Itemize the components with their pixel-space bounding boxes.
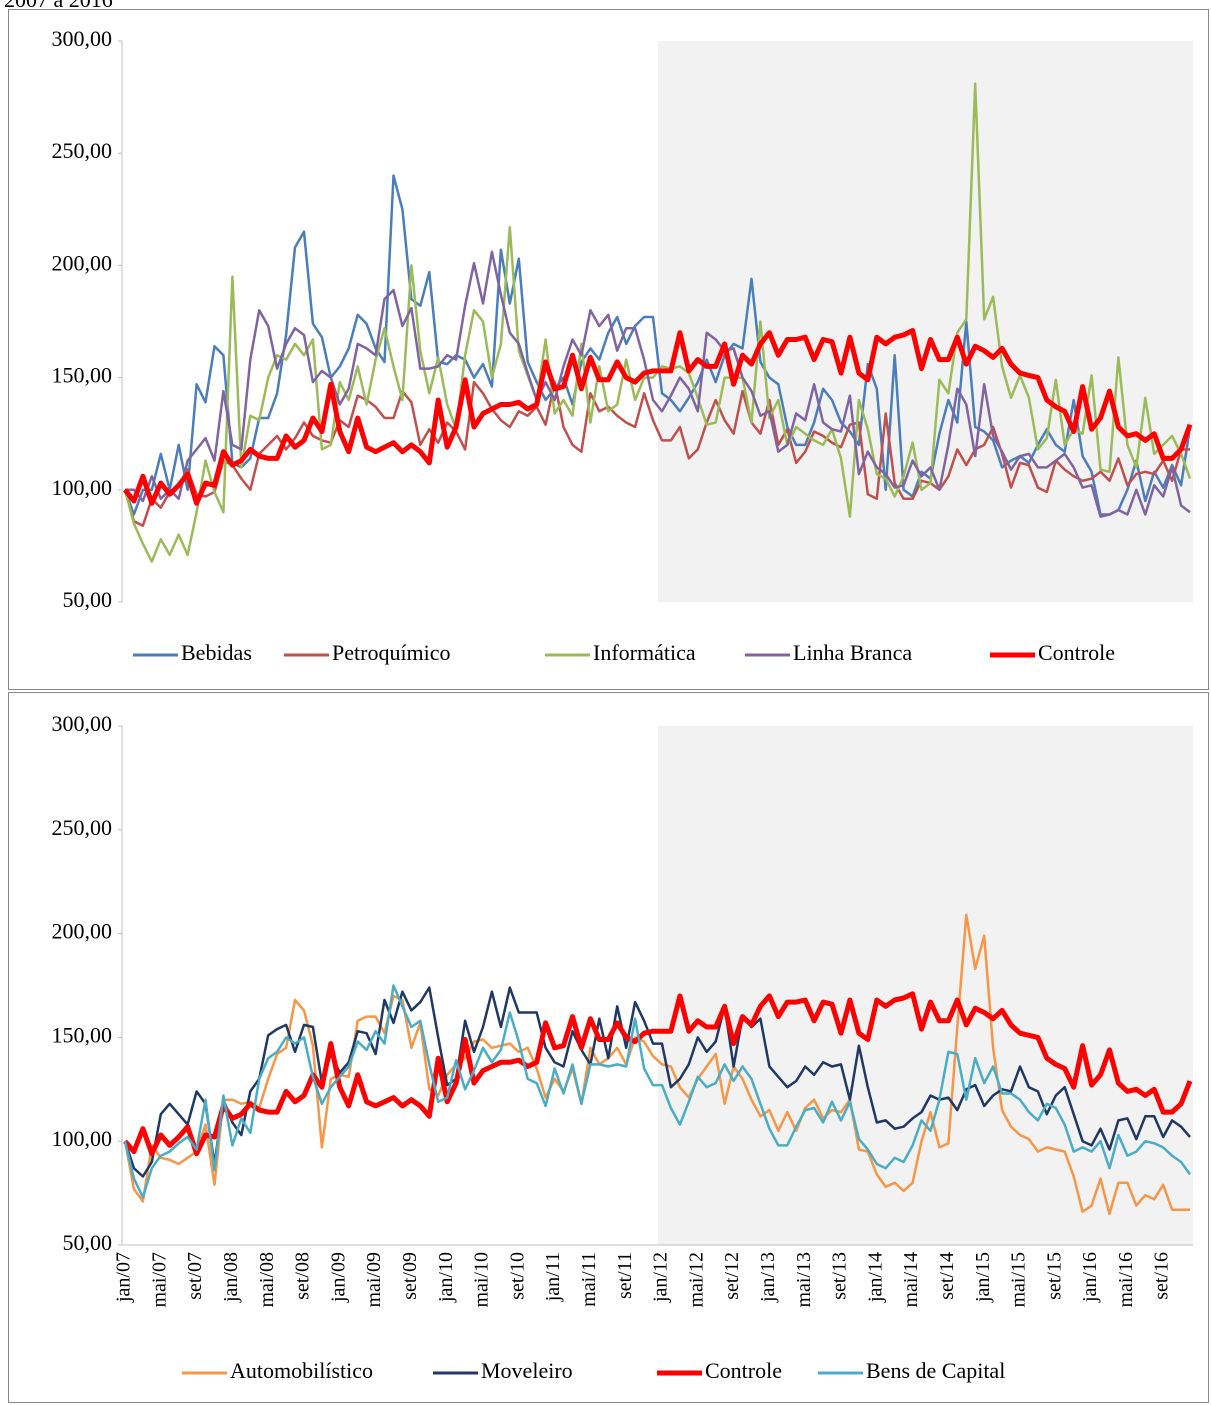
- legend-label: Petroquímico: [332, 640, 451, 665]
- legend-label: Controle: [705, 1358, 782, 1383]
- x-tick-label: jan/16: [1079, 1252, 1101, 1303]
- x-tick-label: jan/12: [650, 1252, 672, 1303]
- x-tick-label: jan/11: [542, 1252, 564, 1302]
- x-tick-label: set/08: [292, 1252, 314, 1300]
- series-line: [123, 984, 1192, 1199]
- y-tick-label: 250,00: [52, 815, 113, 840]
- caption: 2007 a 2016: [4, 0, 113, 12]
- y-tick-label: 200,00: [52, 919, 113, 944]
- legend-label: Moveleiro: [481, 1358, 573, 1383]
- panel-border: [8, 9, 1209, 690]
- x-tick-label: mai/16: [1115, 1252, 1137, 1308]
- legend-label: Bebidas: [181, 640, 252, 665]
- series-line: [123, 986, 1191, 1178]
- series-line: [123, 380, 1190, 527]
- x-tick-label: mai/10: [471, 1252, 493, 1308]
- x-tick-label: set/15: [1043, 1252, 1065, 1300]
- x-tick-label: set/07: [184, 1252, 206, 1300]
- x-tick-label: jan/09: [327, 1252, 349, 1303]
- x-tick-label: set/09: [399, 1252, 421, 1300]
- x-tick-label: set/13: [829, 1252, 851, 1300]
- y-tick-label: 300,00: [52, 711, 113, 736]
- x-tick-label: jan/14: [864, 1252, 886, 1303]
- x-tick-label: jan/10: [435, 1252, 457, 1303]
- y-tick-label: 50,00: [63, 1230, 113, 1255]
- y-tick-label: 100,00: [52, 1126, 113, 1151]
- legend-label: Controle: [1038, 640, 1115, 665]
- legend-label: Informática: [593, 640, 696, 665]
- series-line: [123, 991, 1193, 1157]
- y-tick-label: 50,00: [63, 587, 113, 612]
- x-tick-label: jan/13: [757, 1252, 779, 1303]
- x-tick-label: set/16: [1151, 1252, 1173, 1300]
- x-tick-label: set/11: [614, 1252, 636, 1299]
- x-tick-label: set/10: [506, 1252, 528, 1300]
- y-tick-label: 150,00: [52, 363, 113, 388]
- legend-label: Linha Branca: [793, 640, 912, 665]
- y-tick-label: 100,00: [52, 475, 113, 500]
- x-tick-label: jan/15: [972, 1252, 994, 1303]
- shaded-region: [657, 726, 1193, 1245]
- shaded-region: [657, 41, 1193, 602]
- x-tick-label: mai/12: [685, 1252, 707, 1308]
- x-tick-label: jan/08: [220, 1252, 242, 1303]
- panel-border: [8, 692, 1209, 1403]
- x-tick-label: jan/07: [113, 1252, 135, 1303]
- y-tick-label: 250,00: [52, 138, 113, 163]
- x-tick-label: mai/07: [148, 1252, 170, 1308]
- x-tick-label: set/12: [721, 1252, 743, 1300]
- series-line: [123, 913, 1190, 1216]
- x-tick-label: mai/08: [256, 1252, 278, 1308]
- y-tick-label: 300,00: [52, 26, 113, 51]
- x-tick-label: mai/14: [900, 1252, 922, 1308]
- legend-label: Automobilístico: [230, 1358, 373, 1383]
- x-tick-label: set/14: [936, 1252, 958, 1300]
- legend-label: Bens de Capital: [866, 1358, 1005, 1383]
- y-tick-label: 150,00: [52, 1022, 113, 1047]
- x-tick-label: mai/15: [1008, 1252, 1030, 1308]
- x-tick-label: mai/13: [793, 1252, 815, 1308]
- x-tick-label: mai/09: [363, 1252, 385, 1308]
- series-line: [125, 250, 1191, 518]
- series-line: [123, 328, 1193, 506]
- x-tick-label: mai/11: [578, 1252, 600, 1307]
- y-tick-label: 200,00: [52, 250, 113, 275]
- series-line: [123, 174, 1192, 516]
